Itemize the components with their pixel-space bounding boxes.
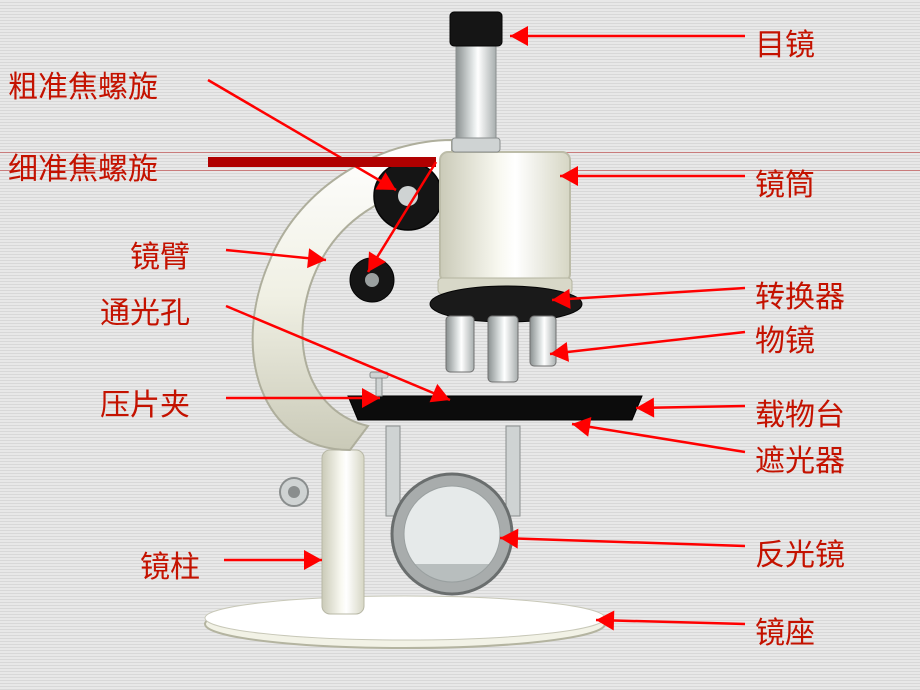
label-tube: 镜筒 [755,160,815,204]
label-aperture: 通光孔 [100,288,190,332]
label-arm: 镜臂 [130,232,190,276]
microscope-illustration [200,10,720,670]
label-eyepiece: 目镜 [755,20,815,64]
label-coarse-focus: 粗准焦螺旋 [8,62,158,106]
label-clip: 压片夹 [100,380,190,424]
label-fine-focus: 细准焦螺旋 [8,144,158,188]
label-mirror: 反光镜 [755,530,845,574]
label-nosepiece: 转换器 [755,272,845,316]
label-pillar: 镜柱 [140,542,200,586]
label-base: 镜座 [755,608,815,652]
label-objective: 物镜 [755,316,815,360]
label-stage: 载物台 [755,390,845,434]
label-diaphragm: 遮光器 [755,436,845,480]
